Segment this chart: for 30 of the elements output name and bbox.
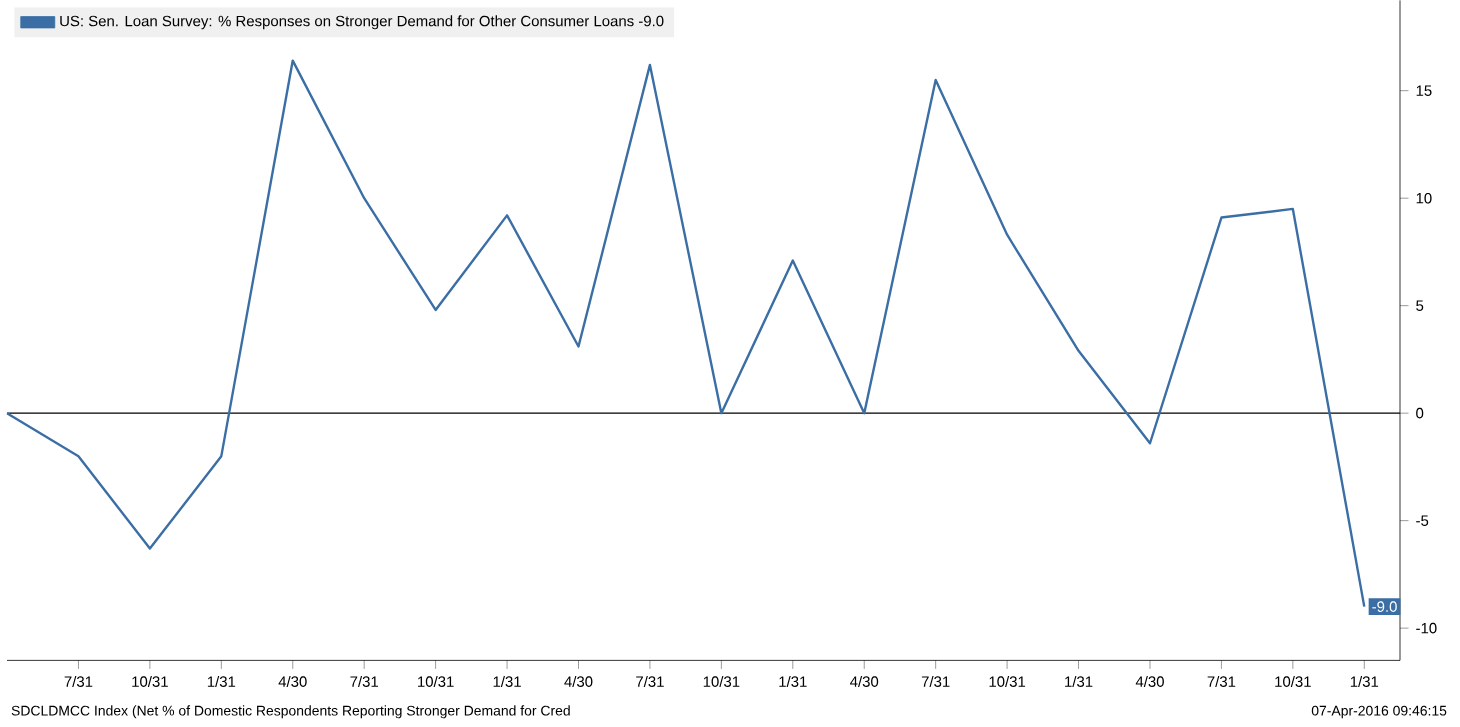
x-tick-label: 1/31	[493, 675, 521, 687]
text: 07-Apr-2016 09:46:15	[1311, 705, 1447, 719]
x-tick-label: 10/31	[132, 675, 168, 687]
y-tick-label: 10	[1416, 192, 1432, 204]
y-tick-label: -5	[1416, 515, 1429, 526]
data-label: -9.0	[1372, 601, 1397, 612]
legend-label: US: Sen. Loan Survey: % Responses on Stronger Demand for Other Consumer Loans -9.0	[60, 15, 664, 30]
x-tick-label: 7/31	[64, 675, 93, 687]
x-tick-label: 10/31	[418, 675, 454, 687]
x-tick-label: 1/31	[207, 675, 236, 687]
x-tick-label: 1/31	[1350, 675, 1379, 687]
x-tick-label: 7/31	[350, 675, 379, 687]
line-series	[5, 59, 1366, 608]
x-tick-label: 1/31	[1065, 675, 1093, 687]
x-tick-label: 4/30	[1135, 675, 1164, 687]
y-tick-label: 5	[1416, 300, 1424, 311]
y-tick-label: -10	[1416, 622, 1437, 634]
x-tick-label: 10/31	[1275, 675, 1311, 687]
x-tick-label: 4/30	[278, 675, 307, 687]
y-tick-label: 15	[1416, 85, 1432, 96]
text: SDCLDMCC Index (Net % of Domestic Respondents Reporting Stronger Demand for Cred	[11, 705, 570, 719]
x-tick-label: 10/31	[989, 675, 1026, 687]
x-tick-label: 7/31	[1207, 675, 1236, 687]
x-tick-label: 4/30	[564, 675, 593, 687]
x-tick-label: 1/31	[779, 675, 807, 687]
x-tick-label: 10/31	[703, 675, 740, 687]
x-tick-label: 7/31	[921, 675, 950, 687]
y-tick-label: 0	[1416, 407, 1424, 419]
x-tick-label: 4/30	[850, 675, 879, 687]
x-tick-label: 7/31	[636, 675, 664, 687]
